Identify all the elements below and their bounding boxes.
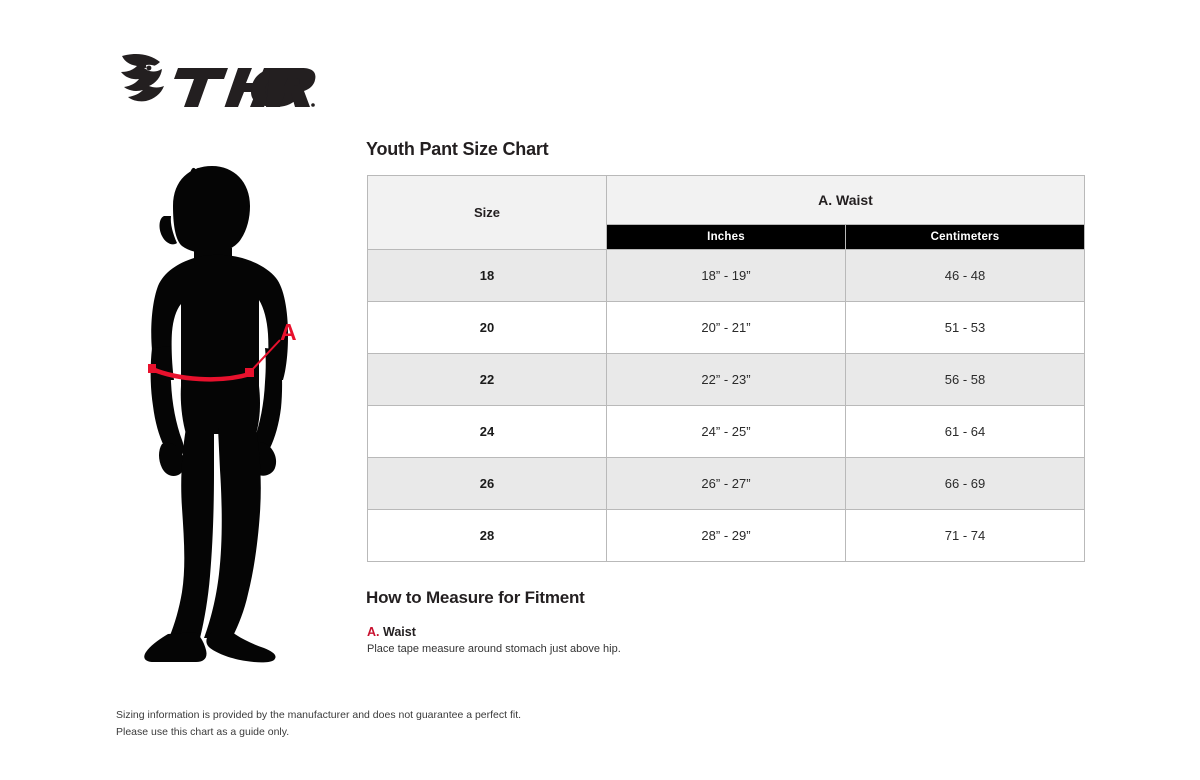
- cell-inches: 18” - 19”: [606, 249, 846, 302]
- youth-figure-illustration: A: [128, 160, 338, 665]
- cell-inches: 20” - 21”: [606, 301, 846, 354]
- table-header-row-group: Size A. Waist: [367, 174, 1085, 250]
- cell-centimeters: 66 - 69: [845, 457, 1085, 510]
- cell-size: 28: [367, 509, 607, 562]
- cell-centimeters: 56 - 58: [845, 353, 1085, 406]
- measure-item-description: Place tape measure around stomach just a…: [367, 643, 621, 655]
- table-head: Size A. Waist Inches Centimeters: [367, 174, 1085, 250]
- measure-item-waist: A. Waist Place tape measure around stoma…: [367, 625, 867, 657]
- table-header-row-units: Inches Centimeters: [368, 224, 1085, 250]
- footer-line-1: Sizing information is provided by the ma…: [116, 709, 522, 721]
- cell-centimeters: 46 - 48: [845, 249, 1085, 302]
- cell-inches: 26” - 27”: [606, 457, 846, 510]
- figure-callout-letter: A: [280, 319, 297, 345]
- table-body: 18 18” - 19” 46 - 48 20 20” - 21” 51 - 5…: [367, 249, 1085, 562]
- column-header-size: Size: [367, 175, 607, 250]
- brand-logo: [116, 52, 316, 114]
- measure-item-letter: A.: [367, 625, 380, 639]
- measure-item-name: Waist: [382, 625, 416, 639]
- brand-wordmark: [174, 68, 316, 107]
- size-chart-table: Size A. Waist Inches Centimeters 18 18” …: [367, 174, 1085, 562]
- cell-inches: 28” - 29”: [606, 509, 846, 562]
- cell-size: 20: [367, 301, 607, 354]
- measure-item-label: A. Waist: [367, 625, 867, 640]
- size-chart-table-container: Size A. Waist Inches Centimeters 18 18” …: [367, 174, 1085, 562]
- column-header-inches: Inches: [606, 224, 846, 250]
- footer-disclaimer: Sizing information is provided by the ma…: [116, 707, 521, 741]
- cell-inches: 22” - 23”: [606, 353, 846, 406]
- table-row: 26 26” - 27” 66 - 69: [367, 457, 1085, 510]
- cell-size: 22: [367, 353, 607, 406]
- column-header-waist-group: A. Waist: [606, 174, 1085, 226]
- cell-centimeters: 51 - 53: [845, 301, 1085, 354]
- footer-line-2: Please use this chart as a guide only.: [116, 726, 290, 738]
- thor-helmet-icon: [121, 54, 164, 102]
- cell-centimeters: 61 - 64: [845, 405, 1085, 458]
- column-header-centimeters: Centimeters: [845, 224, 1085, 250]
- table-row: 24 24” - 25” 61 - 64: [367, 405, 1085, 458]
- page-title: Youth Pant Size Chart: [366, 139, 549, 159]
- table-row: 20 20” - 21” 51 - 53: [367, 301, 1085, 354]
- youth-silhouette-icon: [144, 166, 288, 663]
- cell-centimeters: 71 - 74: [845, 509, 1085, 562]
- how-to-measure-heading: How to Measure for Fitment: [366, 588, 585, 607]
- table-row: 28 28” - 29” 71 - 74: [367, 509, 1085, 562]
- cell-inches: 24” - 25”: [606, 405, 846, 458]
- cell-size: 18: [367, 249, 607, 302]
- waist-measure-annotation: A: [148, 319, 297, 382]
- cell-size: 26: [367, 457, 607, 510]
- table-row: 22 22” - 23” 56 - 58: [367, 353, 1085, 406]
- cell-size: 24: [367, 405, 607, 458]
- table-row: 18 18” - 19” 46 - 48: [367, 249, 1085, 302]
